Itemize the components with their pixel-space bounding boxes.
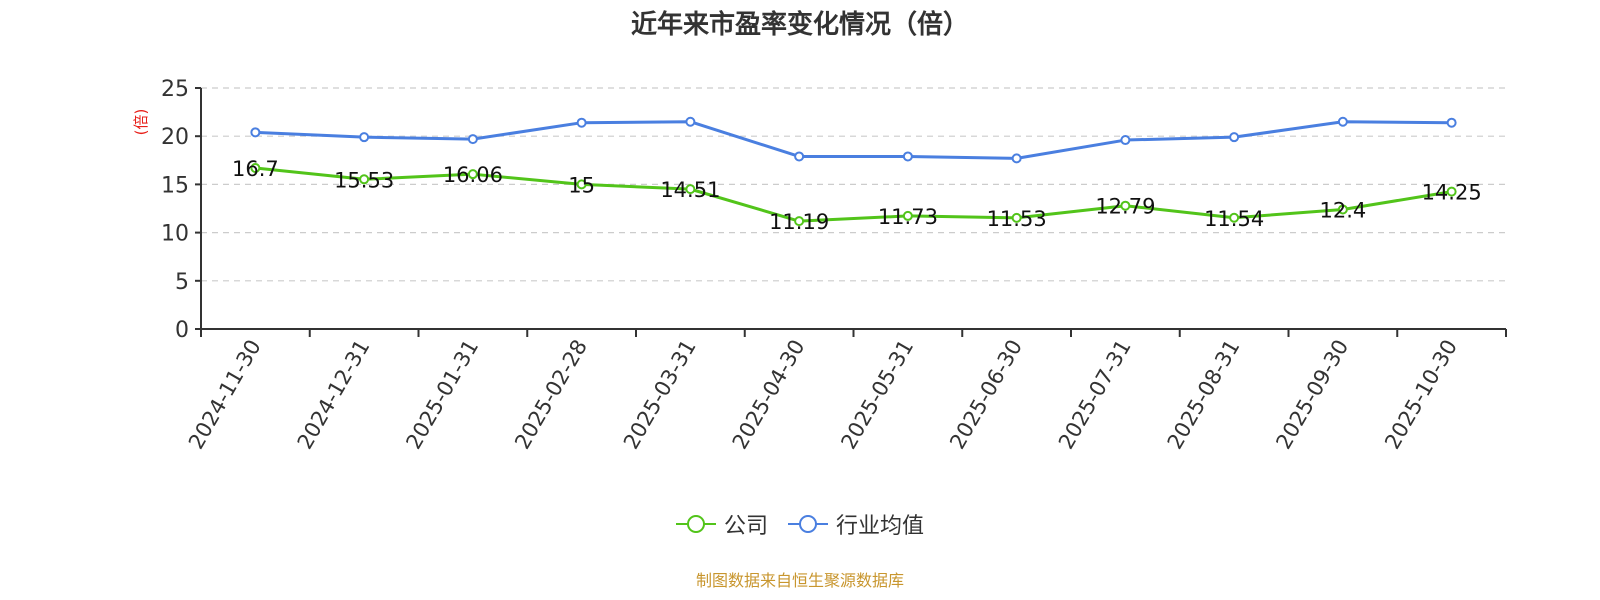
data-point-marker[interactable] <box>576 117 587 128</box>
line-chart: 0 5 10 15 20 25 (倍) 2024-11-30 2024-12-31 2025-01… <box>132 77 1507 454</box>
y-tick-label: 0 <box>175 318 189 343</box>
legend-item-company[interactable]: 公司 <box>675 508 768 540</box>
x-tick-label: 2025-10-30 <box>1380 336 1462 454</box>
data-point-marker[interactable] <box>1011 153 1022 164</box>
x-tick-label: 2025-02-28 <box>510 336 592 454</box>
data-label: 14.25 <box>1422 181 1482 205</box>
y-tick-label: 15 <box>161 173 189 198</box>
data-label: 16.7 <box>232 157 279 181</box>
y-tick-label: 10 <box>161 222 189 247</box>
legend-line-marker-icon <box>675 515 716 533</box>
data-point-marker[interactable] <box>467 169 478 180</box>
y-tick-label: 20 <box>161 125 189 150</box>
x-tick-label: 2025-06-30 <box>945 336 1027 454</box>
data-point-marker[interactable] <box>576 179 587 190</box>
data-point-marker[interactable] <box>250 163 261 174</box>
series-line <box>255 166 1452 223</box>
data-point-marker[interactable] <box>794 151 805 162</box>
data-point-marker[interactable] <box>902 210 913 221</box>
legend-label-industry: 行业均值 <box>836 514 925 539</box>
data-label: 12.79 <box>1095 195 1155 219</box>
legend-item-industry[interactable]: 行业均值 <box>788 508 924 540</box>
data-point-marker[interactable] <box>250 127 261 138</box>
x-tick-label: 2025-09-30 <box>1271 336 1353 454</box>
data-label: 15 <box>568 173 595 197</box>
data-label: 11.54 <box>1204 207 1264 231</box>
data-label: 15.53 <box>334 168 394 192</box>
data-point-marker[interactable] <box>1229 132 1240 143</box>
x-tick-label: 2025-05-31 <box>836 336 918 454</box>
x-tick-label: 2024-12-31 <box>293 336 375 454</box>
data-point-marker[interactable] <box>1337 204 1348 215</box>
y-tick-label: 5 <box>175 270 189 295</box>
data-point-marker[interactable] <box>1446 117 1457 128</box>
data-label: 11.53 <box>987 207 1047 231</box>
data-label: 11.19 <box>769 210 829 234</box>
data-point-marker[interactable] <box>467 134 478 145</box>
series-line <box>255 120 1452 160</box>
data-point-marker[interactable] <box>1011 212 1022 223</box>
x-tick-label: 2025-08-31 <box>1163 336 1245 454</box>
source-note: 制图数据来自恒生聚源数据库 <box>695 571 904 590</box>
legend-line-marker-icon <box>788 515 828 533</box>
y-tick-label: 25 <box>161 77 189 102</box>
data-point-marker[interactable] <box>902 151 913 162</box>
data-point-marker[interactable] <box>1120 200 1131 211</box>
legend-label-company: 公司 <box>723 514 768 539</box>
x-tick-label: 2025-01-31 <box>401 336 483 454</box>
x-tick-label: 2025-04-30 <box>728 336 810 454</box>
y-axis-unit-label: (倍) <box>132 109 150 136</box>
data-label: 11.73 <box>878 205 938 229</box>
data-point-marker[interactable] <box>794 216 805 227</box>
data-point-marker[interactable] <box>1120 135 1131 146</box>
data-label: 12.4 <box>1319 198 1366 222</box>
data-point-marker[interactable] <box>359 132 370 143</box>
x-tick-label: 2025-03-31 <box>619 336 701 454</box>
data-label: 16.06 <box>443 163 503 187</box>
data-point-marker[interactable] <box>685 116 696 127</box>
x-tick-label: 2025-07-31 <box>1054 336 1136 454</box>
data-point-marker[interactable] <box>1337 116 1348 127</box>
data-point-marker[interactable] <box>1446 186 1457 197</box>
data-point-marker[interactable] <box>359 174 370 185</box>
data-label: 14.51 <box>660 178 720 202</box>
x-tick-label: 2024-11-30 <box>184 336 266 454</box>
chart-title: 近年来市盈率变化情况（倍） <box>630 10 969 40</box>
data-point-marker[interactable] <box>1229 212 1240 223</box>
legend: 公司 行业均值 <box>0 508 1600 540</box>
data-point-marker[interactable] <box>685 184 696 195</box>
